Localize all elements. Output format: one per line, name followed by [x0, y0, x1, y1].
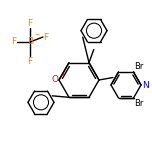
Text: O: O [51, 76, 58, 85]
Text: Br: Br [134, 62, 143, 71]
Text: −: − [34, 31, 39, 36]
Text: Br: Br [134, 99, 143, 108]
Text: N: N [142, 81, 149, 90]
Text: F: F [28, 57, 33, 66]
Text: F: F [11, 38, 17, 47]
Text: B: B [27, 38, 33, 47]
Text: +: + [60, 73, 65, 78]
Text: F: F [43, 33, 49, 41]
Text: F: F [28, 19, 33, 28]
